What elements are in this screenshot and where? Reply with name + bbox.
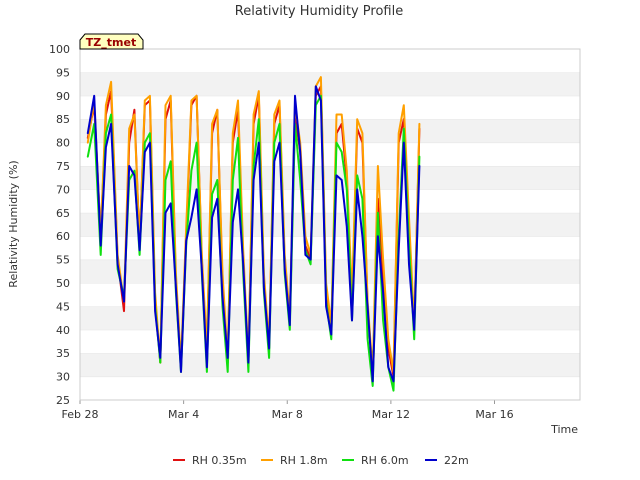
legend-item-rh-18: RH 1.8m bbox=[261, 454, 328, 467]
y-tick-label: 30 bbox=[56, 371, 70, 384]
y-tick-label: 85 bbox=[56, 113, 70, 126]
x-tick-label: Mar 4 bbox=[168, 408, 199, 421]
y-tick-label: 95 bbox=[56, 66, 70, 79]
y-tick-label: 35 bbox=[56, 347, 70, 360]
legend-label: RH 6.0m bbox=[361, 454, 409, 467]
y-tick-label: 75 bbox=[56, 160, 70, 173]
grid-band bbox=[80, 353, 580, 377]
series-line-22m bbox=[86, 85, 421, 383]
grid-band bbox=[80, 376, 580, 400]
series-layer bbox=[86, 76, 421, 392]
site-badge: TZ_tmet bbox=[79, 33, 144, 50]
y-tick-label: 80 bbox=[56, 137, 70, 150]
x-tick-label: Mar 8 bbox=[272, 408, 303, 421]
grid-band bbox=[80, 259, 580, 283]
x-axis-ticks: Feb 28 Mar 4 Mar 8 Mar 12 Mar 16 bbox=[62, 400, 514, 421]
grid-band bbox=[80, 72, 580, 96]
series-line-rh-1-8m bbox=[86, 76, 421, 373]
y-tick-label: 40 bbox=[56, 324, 70, 337]
y-tick-label: 60 bbox=[56, 230, 70, 243]
legend-label: 22m bbox=[444, 454, 469, 467]
y-axis-ticks: 25 30 35 40 45 50 55 60 65 70 75 80 85 90 95 100 bbox=[49, 43, 70, 407]
y-tick-label: 65 bbox=[56, 207, 70, 220]
legend-item-22m: 22m bbox=[425, 454, 469, 467]
grid-band bbox=[80, 95, 580, 120]
grid-bands bbox=[80, 48, 580, 400]
y-axis-label: Relativity Humidity (%) bbox=[7, 160, 20, 287]
grid-band bbox=[80, 119, 580, 143]
x-tick-label: Feb 28 bbox=[62, 408, 99, 421]
legend-item-rh-60: RH 6.0m bbox=[342, 454, 409, 467]
y-tick-label: 55 bbox=[56, 254, 70, 267]
grid-band bbox=[80, 49, 580, 73]
plot-frame bbox=[79, 48, 581, 401]
legend-item-rh-035: RH 0.35m bbox=[173, 454, 247, 467]
x-tick-label: Mar 16 bbox=[475, 408, 513, 421]
grid-band bbox=[80, 142, 580, 166]
grid-band bbox=[80, 236, 580, 260]
grid-band bbox=[80, 166, 580, 190]
y-tick-label: 90 bbox=[56, 90, 70, 103]
legend: RH 0.35m RH 1.8m RH 6.0m 22m bbox=[173, 454, 469, 467]
y-tick-label: 25 bbox=[56, 394, 70, 407]
legend-label: RH 0.35m bbox=[192, 454, 247, 467]
y-tick-label: 70 bbox=[56, 183, 70, 196]
x-axis-label: Time bbox=[550, 423, 578, 436]
y-tick-label: 100 bbox=[49, 43, 70, 56]
grid-band bbox=[80, 212, 580, 237]
legend-label: RH 1.8m bbox=[280, 454, 328, 467]
grid-band bbox=[80, 189, 580, 213]
chart-title: Relativity Humidity Profile bbox=[235, 4, 403, 19]
y-tick-label: 45 bbox=[56, 300, 70, 313]
site-badge-label: TZ_tmet bbox=[86, 36, 136, 49]
y-tick-label: 50 bbox=[56, 277, 70, 290]
x-tick-label: Mar 12 bbox=[372, 408, 410, 421]
site-badge-box bbox=[79, 33, 144, 50]
